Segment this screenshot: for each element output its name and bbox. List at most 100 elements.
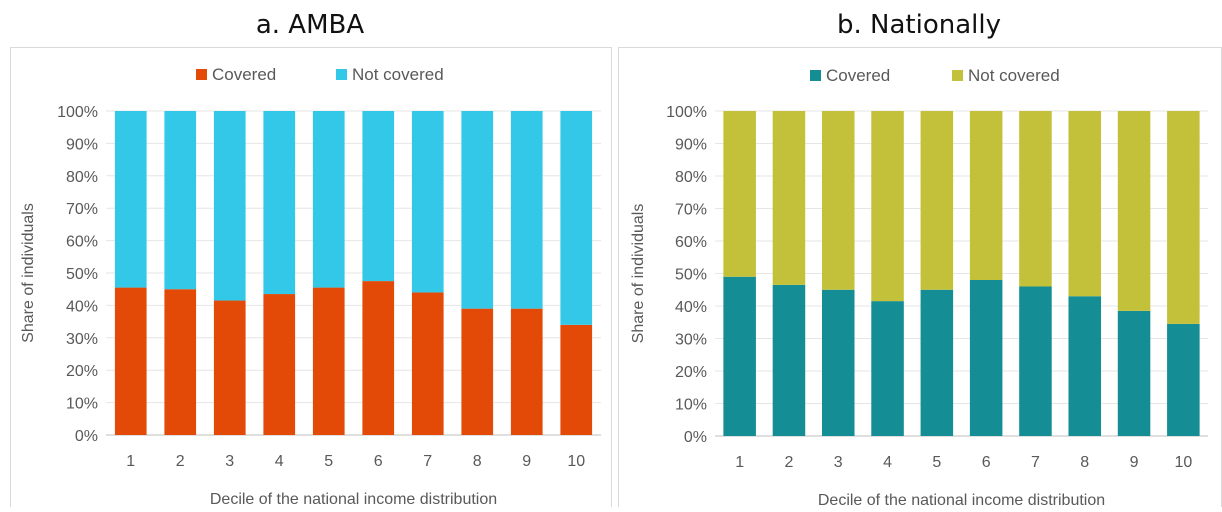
chart-b-bar-covered-4 <box>871 301 904 436</box>
chart-a-legend-label-not-covered: Not covered <box>352 65 444 84</box>
chart-a-bar-not-covered-1 <box>114 111 147 288</box>
chart-b-bar-not-covered-4 <box>871 111 904 302</box>
chart-b-bar-covered-6 <box>969 280 1003 436</box>
chart-b-x-tick-label: 10 <box>1174 454 1192 471</box>
chart-a-bar-not-covered-6 <box>362 111 395 282</box>
chart-b-bar-not-covered-3 <box>821 111 855 290</box>
chart-a-bar-covered-5 <box>312 287 345 435</box>
chart-b-area: 0% 10% 20% 30% 40% 50% 60% 70% 80% 90% 100% 1 2 3 4 5 6 7… <box>618 47 1222 509</box>
chart-a-x-tick-label: 9 <box>522 453 531 470</box>
panel-a-title: a. AMBA <box>255 10 365 40</box>
chart-a-bar-covered-9 <box>510 308 543 435</box>
chart-b-x-tick-label: 8 <box>1080 454 1089 471</box>
chart-a-y-tick-label: 100% <box>57 104 98 121</box>
chart-a-bar-covered-10 <box>560 324 593 435</box>
chart-b-bar-not-covered-10 <box>1167 111 1200 324</box>
chart-a-y-tick-label: 10% <box>66 396 98 413</box>
chart-b-legend-swatch-covered <box>810 70 821 81</box>
chart-b-y-tick-label: 70% <box>675 202 707 219</box>
chart-a-y-tick-label: 0% <box>75 428 98 445</box>
chart-b-y-tick-label: 90% <box>675 137 707 154</box>
chart-b-bar-not-covered-7 <box>1019 111 1052 287</box>
chart-a-legend-swatch-covered <box>196 69 207 80</box>
chart-a-y-tick-label: 40% <box>66 298 98 315</box>
chart-b-x-tick-label: 2 <box>784 454 793 471</box>
chart-a-x-axis-label: Decile of the national income distributi… <box>210 491 497 507</box>
chart-b-y-tick-label: 30% <box>675 332 707 349</box>
chart-b-bar-not-covered-2 <box>772 111 806 285</box>
chart-b-svg: 0% 10% 20% 30% 40% 50% 60% 70% 80% 90% 100% 1 2 3 4 5 6 7… <box>630 66 1208 509</box>
chart-b-legend-label-not-covered: Not covered <box>968 66 1060 85</box>
chart-a-bar-not-covered-4 <box>263 111 296 295</box>
chart-a-y-tick-label: 30% <box>66 331 98 348</box>
chart-b-y-tick-label: 100% <box>666 104 707 121</box>
chart-a-bar-not-covered-5 <box>312 111 345 288</box>
chart-b-x-tick-label: 3 <box>834 454 843 471</box>
chart-a-svg: 0% 10% 20% 30% 40% 50% 60% 70% 80% 90% 100% 1 2 3 4 5 6 7… <box>20 65 601 508</box>
chart-a-bar-not-covered-3 <box>213 111 246 301</box>
chart-a-bar-not-covered-2 <box>164 111 197 290</box>
chart-b-y-tick-label: 40% <box>675 299 707 316</box>
chart-a-y-tick-label: 20% <box>66 363 98 380</box>
chart-a-bar-not-covered-9 <box>510 111 543 309</box>
chart-a-area: 0% 10% 20% 30% 40% 50% 60% 70% 80% 90% 100% 1 2 3 4 5 6 7… <box>10 47 612 508</box>
chart-b-x-tick-label: 1 <box>735 454 744 471</box>
chart-b-x-tick-label: 6 <box>982 454 991 471</box>
chart-a-y-tick-label: 90% <box>66 136 98 153</box>
chart-b-y-tick-label: 60% <box>675 234 707 251</box>
chart-b-y-tick-label: 0% <box>684 429 707 446</box>
chart-b-bar-covered-3 <box>821 289 855 436</box>
chart-a-y-tick-label: 50% <box>66 266 98 283</box>
chart-a-y-axis-label: Share of individuals <box>20 203 37 343</box>
chart-a-x-tick-label: 3 <box>225 453 234 470</box>
chart-b-y-tick-label: 50% <box>675 267 707 284</box>
chart-a-x-tick-label: 2 <box>176 453 185 470</box>
chart-a-y-tick-label: 70% <box>66 201 98 218</box>
chart-b-bar-not-covered-6 <box>969 111 1003 280</box>
chart-b-x-tick-label: 4 <box>883 454 892 471</box>
chart-b-y-tick-label: 80% <box>675 169 707 186</box>
chart-a-y-tick-label: 60% <box>66 234 98 251</box>
chart-a-bar-covered-6 <box>362 281 395 435</box>
chart-b-y-axis-label: Share of individuals <box>630 204 647 344</box>
chart-b-bar-covered-9 <box>1117 310 1151 436</box>
chart-b-bar-not-covered-9 <box>1117 111 1151 311</box>
chart-b-y-tick-label: 10% <box>675 397 707 414</box>
chart-a-x-tick-label: 10 <box>567 453 585 470</box>
chart-a-bar-covered-3 <box>213 300 246 435</box>
chart-b-x-tick-label: 5 <box>932 454 941 471</box>
chart-a-bar-covered-4 <box>263 294 296 435</box>
chart-b-bar-covered-1 <box>723 276 756 436</box>
chart-a-bar-covered-2 <box>164 289 197 435</box>
chart-b-bar-not-covered-8 <box>1068 111 1102 297</box>
panel-b-title: b. Nationally <box>837 10 1001 40</box>
chart-b-legend-swatch-not-covered <box>952 70 963 81</box>
chart-a-legend-swatch-not-covered <box>336 69 347 80</box>
chart-a-y-tick-label: 80% <box>66 169 98 186</box>
chart-b-bar-covered-10 <box>1167 323 1200 436</box>
chart-a-x-tick-label: 8 <box>473 453 482 470</box>
chart-b-x-tick-label: 9 <box>1130 454 1139 471</box>
chart-a-bar-covered-1 <box>114 287 147 435</box>
chart-b-bar-not-covered-5 <box>920 111 954 290</box>
chart-b-bar-covered-2 <box>772 284 806 436</box>
chart-b-bar-covered-5 <box>920 289 954 436</box>
chart-b-bar-not-covered-1 <box>723 111 756 277</box>
chart-b-y-tick-label: 20% <box>675 364 707 381</box>
chart-a-bar-covered-8 <box>461 308 494 435</box>
chart-a-x-tick-label: 5 <box>324 453 333 470</box>
chart-b-x-tick-label: 7 <box>1031 454 1040 471</box>
chart-a-x-tick-label: 6 <box>374 453 383 470</box>
chart-a-bar-covered-7 <box>411 292 444 435</box>
chart-a-x-tick-label: 7 <box>423 453 432 470</box>
chart-b-legend-label-covered: Covered <box>826 66 890 85</box>
chart-a-x-tick-label: 4 <box>275 453 284 470</box>
chart-a-bar-not-covered-10 <box>560 111 593 325</box>
chart-a-legend-label-covered: Covered <box>212 65 276 84</box>
chart-a-bar-not-covered-8 <box>461 111 494 309</box>
chart-b-bar-covered-8 <box>1068 296 1102 436</box>
chart-a-bar-not-covered-7 <box>411 111 444 293</box>
chart-b-x-axis-label: Decile of the national income distributi… <box>818 492 1105 507</box>
chart-b-bar-covered-7 <box>1019 286 1052 436</box>
chart-a-x-tick-label: 1 <box>126 453 135 470</box>
